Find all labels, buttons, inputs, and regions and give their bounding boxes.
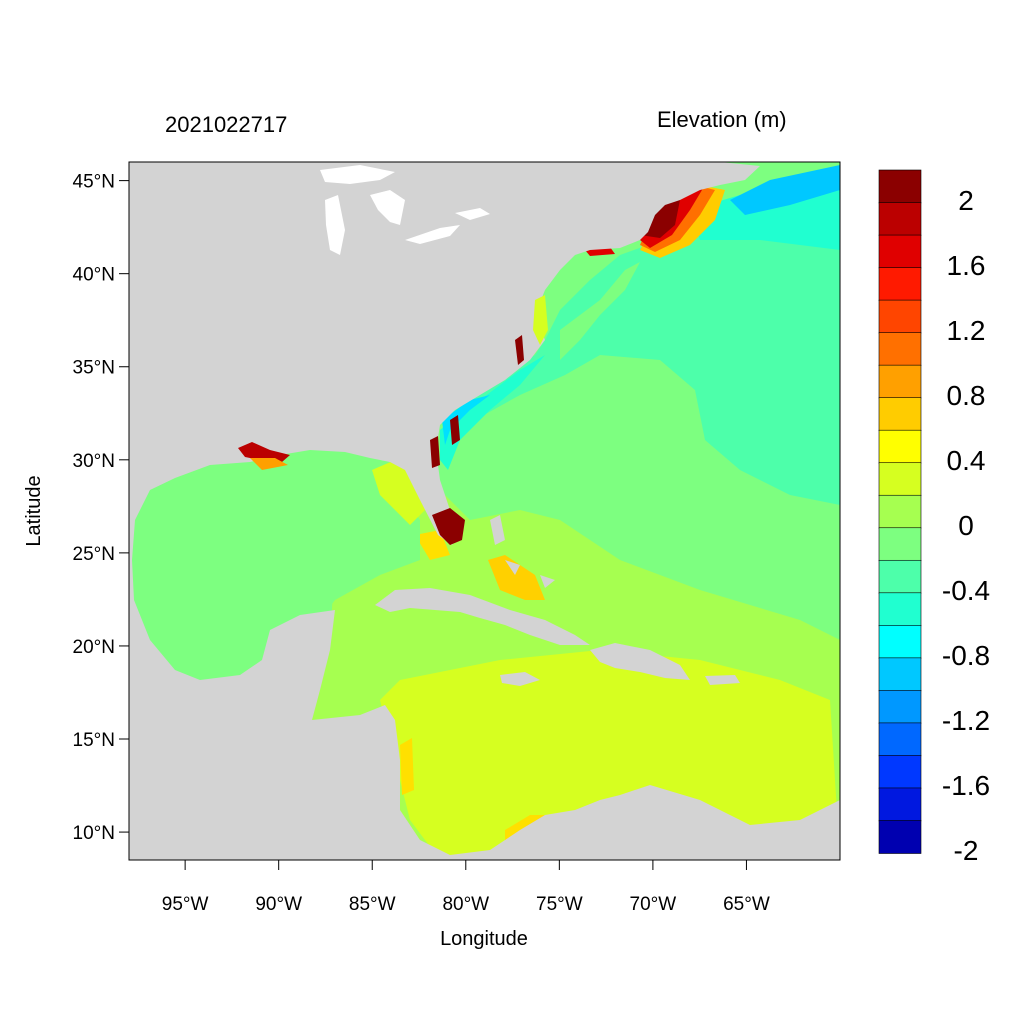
colorbar-swatch — [878, 625, 922, 659]
colorbar-swatch — [878, 559, 922, 594]
y-axis-ticks: 45°N 40°N 35°N 30°N 25°N 20°N 15°N 10°N — [73, 172, 129, 844]
colorbar-swatch — [878, 299, 922, 334]
x-axis-title: Longitude — [440, 928, 528, 950]
bahamas-anomaly — [488, 555, 545, 600]
cuba-land — [375, 588, 590, 645]
chesapeake-surge — [533, 295, 548, 345]
colorbar-swatch — [878, 397, 922, 431]
gulf-of-mexico — [132, 455, 420, 678]
y-tick-label: 30°N — [73, 451, 115, 472]
louisiana-coast-yellow — [250, 458, 288, 470]
north-america-land — [129, 162, 840, 860]
y-axis-title: Latitude — [23, 475, 45, 546]
x-tick-label: 95°W — [162, 894, 209, 915]
x-tick-label: 90°W — [255, 894, 302, 915]
colorbar — [878, 169, 922, 854]
y-tick-label: 15°N — [73, 730, 115, 751]
colorbar-swatch — [878, 234, 922, 269]
cuba-north-anomaly — [415, 530, 450, 560]
y-tick-label: 35°N — [73, 358, 115, 379]
colorbar-swatch — [878, 169, 922, 204]
colorbar-swatch — [878, 494, 922, 529]
nicaragua-shelf-anomaly — [400, 738, 414, 795]
colorbar-label: 0 — [958, 509, 974, 541]
colorbar-swatch — [878, 332, 922, 366]
louisiana-coast-surge — [238, 442, 290, 462]
lake-superior — [320, 165, 395, 184]
colorbar-swatch — [878, 755, 922, 789]
puerto-rico-land — [705, 675, 740, 685]
colorbar-label: 2 — [958, 184, 974, 216]
y-tick-label: 25°N — [73, 544, 115, 565]
x-tick-label: 80°W — [442, 894, 489, 915]
y-tick-label: 45°N — [73, 172, 115, 193]
nova-scotia-deep-negative — [730, 165, 840, 215]
jamaica-land — [500, 672, 540, 686]
florida-tip-surge — [432, 508, 465, 545]
colorbar-label: -0.8 — [941, 639, 991, 671]
colorbar-label: 0.8 — [946, 379, 986, 411]
gulf-stream-tongue — [560, 262, 640, 360]
colorbar-swatch — [878, 820, 922, 854]
x-tick-label: 65°W — [723, 894, 770, 915]
y-tick-label: 20°N — [73, 637, 115, 658]
colorbar-swatch — [878, 787, 922, 822]
colorbar-label: 0.4 — [946, 444, 986, 476]
colorbar-swatch — [878, 657, 922, 692]
colorbar-label: 1.2 — [946, 314, 986, 346]
hispaniola-land — [590, 643, 690, 680]
x-tick-label: 75°W — [536, 894, 583, 915]
colorbar-label: 1.6 — [946, 249, 986, 281]
lake-michigan — [325, 195, 345, 255]
carolina-coast-surge — [430, 335, 524, 468]
colorbar-swatch — [878, 722, 922, 757]
colorbar-swatch — [878, 690, 922, 724]
lake-huron — [370, 190, 405, 225]
variable-title: Elevation (m) — [657, 107, 787, 132]
nw-atlantic-negative-zone — [440, 225, 840, 505]
colorbar-swatch — [878, 429, 922, 464]
se-coast-negative-band — [440, 355, 545, 470]
colorbar-label: -2 — [953, 835, 979, 866]
colorbar-swatch — [878, 364, 922, 399]
colorbar-label: -1.6 — [941, 769, 991, 801]
date-title: 2021022717 — [165, 112, 288, 137]
y-tick-label: 40°N — [73, 265, 115, 286]
lake-erie — [405, 225, 460, 244]
colorbar-swatch — [878, 592, 922, 627]
x-axis-ticks: 95°W 90°W 85°W 80°W 75°W 70°W 65°W — [162, 860, 770, 915]
x-tick-label: 70°W — [630, 894, 677, 915]
lake-ontario — [455, 208, 490, 220]
colorbar-swatch — [878, 527, 922, 562]
x-tick-label: 85°W — [349, 894, 396, 915]
colorbar-label: -0.4 — [941, 574, 991, 606]
colorbar-label: -1.2 — [941, 704, 991, 736]
colorbar-swatch — [878, 202, 922, 236]
bahamas-land — [490, 515, 555, 588]
colorbar-swatch — [878, 462, 922, 497]
map-plot-area — [129, 162, 840, 860]
map-frame — [128, 161, 841, 861]
y-tick-label: 10°N — [73, 823, 115, 844]
colorbar-swatch — [878, 267, 922, 301]
south-caribbean-zone — [380, 650, 840, 860]
